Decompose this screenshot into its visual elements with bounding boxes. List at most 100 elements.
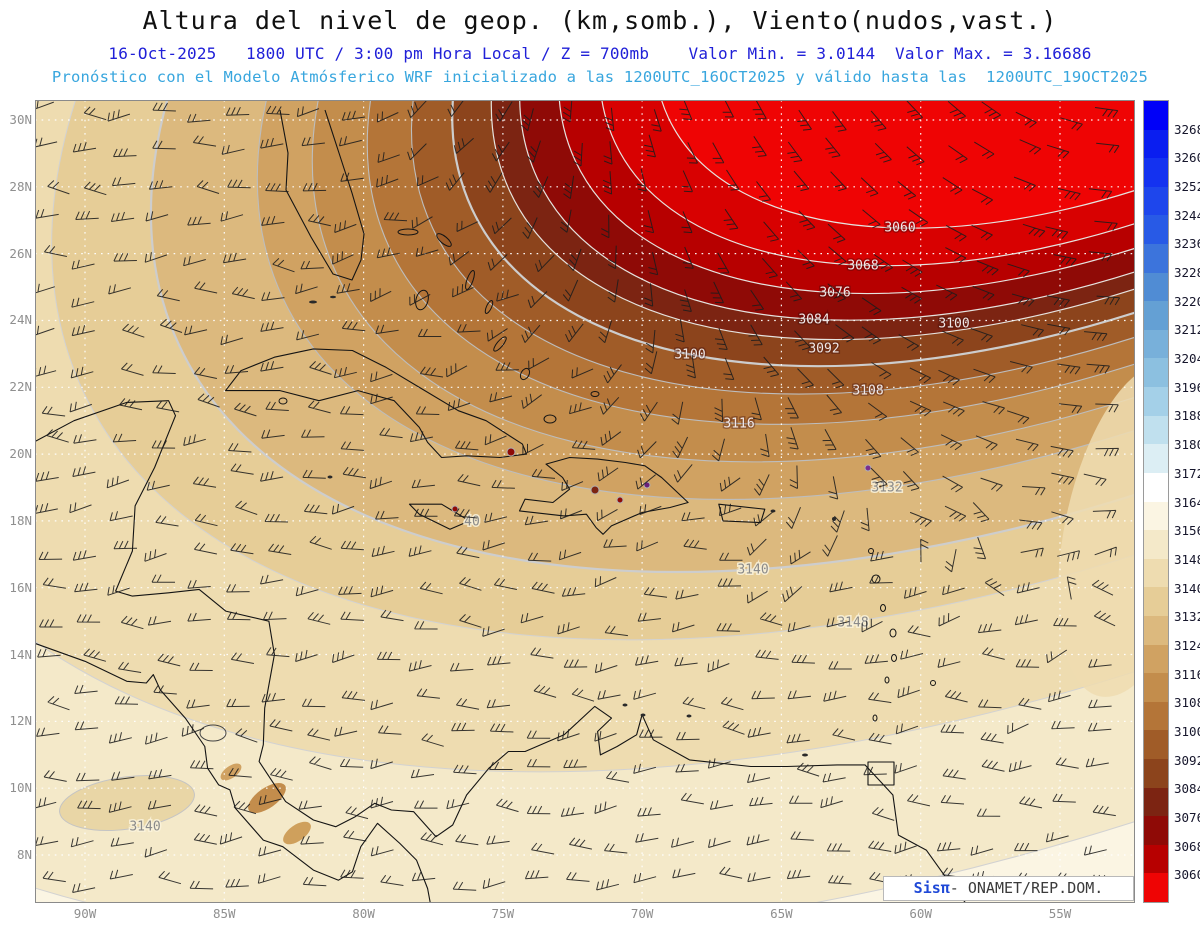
island (770, 509, 776, 513)
terrain-spot (506, 447, 516, 457)
lon-tick-label: 70W (630, 906, 654, 921)
island (415, 289, 429, 311)
lat-tick-label: 26N (9, 245, 32, 261)
colorbar-segment (1144, 444, 1168, 473)
contour-line-3084 (519, 0, 1200, 321)
colorbar-segment (1144, 558, 1168, 588)
contour-line-3124 (311, 0, 1200, 463)
island (330, 295, 336, 299)
terrain-spot (864, 464, 872, 472)
island (891, 654, 897, 662)
coastline (408, 503, 471, 530)
lat-tick-label: 12N (9, 713, 32, 729)
lat-tick-label: 30N (9, 112, 32, 127)
colorbar-segment (1144, 844, 1168, 874)
island (309, 300, 317, 304)
lon-tick-label: 55W (1048, 906, 1072, 921)
colorbar-segment (1144, 472, 1168, 502)
lat-tick-label: 22N (9, 379, 32, 395)
contour-label: 3108 (852, 384, 883, 399)
page-title: Altura del nivel de geop. (km,somb.), Vi… (142, 6, 1058, 35)
lat-tick-label: 18N (9, 512, 32, 528)
island (884, 676, 890, 684)
island (543, 414, 557, 424)
contour-line-3108 (411, 0, 1200, 395)
contour-label: 3148 (837, 616, 868, 631)
colorbar-tick-label: 3108 (1174, 695, 1200, 711)
lat-tick-label: 10N (9, 780, 32, 796)
colorbar-tick-label: 3148 (1174, 551, 1200, 567)
lon-tick-label: 80W (352, 906, 375, 921)
contour-line-3076 (558, 0, 1200, 295)
colorbar-tick-label: 3220 (1174, 293, 1200, 309)
colorbar-tick-label: 3244 (1174, 207, 1200, 223)
contour-label: 3116 (723, 417, 754, 432)
watermark-brand: Sisπ (913, 879, 950, 897)
island (436, 233, 452, 247)
lat-tick-label: 24N (9, 312, 32, 328)
colorbar-tick-label: 3156 (1174, 523, 1200, 539)
island (868, 548, 874, 554)
colorbar-tick-label: 3212 (1174, 322, 1200, 338)
contour-line-3060 (653, 0, 1200, 229)
colorbar-tick-label: 3076 (1174, 809, 1200, 825)
colorbar-segment (1144, 701, 1168, 731)
contour-label: 3084 (798, 313, 829, 328)
island (484, 300, 494, 314)
lat-tick-label: 14N (9, 646, 32, 662)
colorbar-segment (1144, 244, 1168, 273)
colorbar-tick-label: 3164 (1174, 494, 1200, 510)
island (930, 680, 936, 686)
colorbar-segment (1144, 358, 1168, 388)
contour-label: 3060 (884, 221, 915, 236)
contour-label: 3068 (847, 259, 878, 274)
field-patch (283, 821, 311, 845)
colorbar-segment (1144, 873, 1168, 903)
watermark: Sisπ- ONAMET/REP.DOM. (883, 876, 1134, 901)
colorbar-segment (1144, 329, 1168, 359)
lat-tick-label: 16N (9, 579, 32, 595)
island (465, 270, 475, 290)
colorbar-tick-label: 3172 (1174, 465, 1200, 481)
colorbar-tick-label: 3204 (1174, 351, 1200, 367)
colorbar-tick-label: 3188 (1174, 408, 1200, 424)
contour-line-3140 (149, 0, 1200, 574)
coastline (518, 456, 689, 535)
colorbar-segment (1144, 501, 1168, 531)
island (493, 336, 507, 352)
colorbar-segment (1144, 415, 1168, 445)
contour-label: 3140 (129, 820, 160, 835)
colorbar-segment (1144, 186, 1168, 216)
coastline (279, 109, 365, 281)
island (397, 228, 419, 236)
lat-tick-label: 20N (9, 446, 32, 462)
colorbar-tick-label: 3228 (1174, 265, 1200, 281)
island (802, 753, 808, 757)
coastline (33, 642, 431, 904)
terrain-spot (616, 496, 624, 504)
colorbar-tick-label: 3132 (1174, 609, 1200, 625)
field-patch (59, 775, 195, 831)
contour-label: 3100 (674, 348, 705, 363)
lat-tick-label: 28N (9, 178, 32, 194)
lat-tick-label: 8N (16, 847, 32, 862)
colorbar-tick-label: 3116 (1174, 666, 1200, 682)
watermark-org: - ONAMET/REP.DOM. (949, 879, 1104, 897)
contour-label: 3092 (808, 342, 839, 357)
contour-label: 3140 (737, 563, 768, 578)
terrain-spot (451, 505, 459, 513)
contour-line-3100 (451, 0, 1200, 368)
colorbar-segment (1144, 129, 1168, 159)
colorbar (1143, 100, 1169, 903)
island (872, 714, 878, 722)
lon-tick-label: 65W (770, 906, 793, 921)
contour-line-3068 (598, 0, 1200, 267)
contour-label: 3100 (938, 317, 969, 332)
island (327, 475, 333, 479)
colorbar-segment (1144, 530, 1168, 559)
lon-tick-label: 90W (73, 906, 97, 921)
colorbar-tick-label: 3180 (1174, 437, 1200, 453)
colorbar-segment (1144, 587, 1168, 616)
